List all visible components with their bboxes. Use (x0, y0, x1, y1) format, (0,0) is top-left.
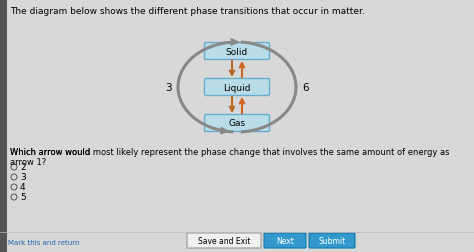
Text: 4: 4 (20, 183, 26, 192)
Text: The diagram below shows the different phase transitions that occur in matter.: The diagram below shows the different ph… (10, 7, 365, 16)
Text: 2: 2 (20, 163, 26, 172)
Text: 5: 5 (20, 193, 26, 202)
Text: Submit: Submit (319, 236, 346, 245)
Text: Liquid: Liquid (223, 83, 251, 92)
FancyBboxPatch shape (204, 115, 270, 132)
FancyBboxPatch shape (309, 233, 355, 248)
Text: 3: 3 (20, 173, 26, 182)
Text: Solid: Solid (226, 47, 248, 56)
FancyBboxPatch shape (204, 43, 270, 60)
FancyBboxPatch shape (264, 233, 306, 248)
Text: 6: 6 (302, 83, 309, 93)
Text: Next: Next (276, 236, 294, 245)
FancyBboxPatch shape (187, 233, 261, 248)
FancyBboxPatch shape (0, 0, 7, 252)
Text: Which arrow would most likely represent the phase change that involves the same : Which arrow would most likely represent … (10, 147, 449, 167)
Text: Save and Exit: Save and Exit (198, 236, 250, 245)
Text: 3: 3 (165, 83, 172, 93)
Text: Which arrow would: Which arrow would (10, 147, 93, 156)
FancyBboxPatch shape (204, 79, 270, 96)
Text: Gas: Gas (228, 119, 246, 128)
Text: Mark this and return: Mark this and return (8, 239, 80, 245)
